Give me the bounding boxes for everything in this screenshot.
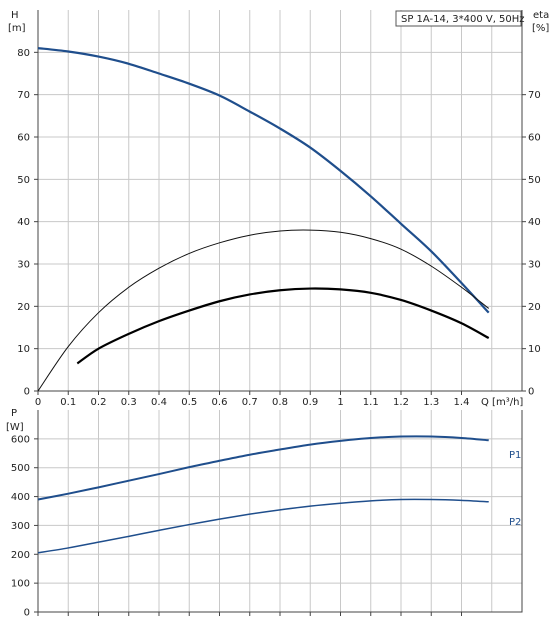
xtick-label: 0.4 xyxy=(151,397,167,408)
top-y2tick-label: 50 xyxy=(528,175,541,186)
top-y2label: eta xyxy=(533,10,549,21)
title-box: SP 1A-14, 3*400 V, 50Hz xyxy=(395,10,525,27)
grid-lines xyxy=(38,10,522,612)
xtick-label: 0.1 xyxy=(60,397,76,408)
top-ytick-label: 20 xyxy=(17,302,30,313)
top-ytick-label: 50 xyxy=(17,175,30,186)
series-head xyxy=(37,47,490,314)
series-lines xyxy=(37,47,490,554)
top-y2tick-label: 40 xyxy=(528,217,541,228)
xtick-label: 0 xyxy=(35,397,41,408)
top-y2tick-label: 0 xyxy=(528,387,534,398)
bottom-ytick-label: 0 xyxy=(24,608,30,619)
top-ytick-label: 10 xyxy=(17,344,30,355)
xtick-label: 1 xyxy=(337,397,343,408)
xtick-label: 0.2 xyxy=(91,397,107,408)
top-ytick-label: 80 xyxy=(17,48,30,59)
bottom-ytick-label: 200 xyxy=(11,550,30,561)
legend-p2: P2 xyxy=(509,517,521,528)
bottom-ytick-label: 500 xyxy=(11,463,30,474)
x-axis-label: Q [m³/h] xyxy=(481,397,523,408)
title-box-frame xyxy=(395,10,522,27)
xtick-label: 1.1 xyxy=(363,397,379,408)
top-y2unit: [%] xyxy=(532,23,549,34)
top-y2tick-label: 10 xyxy=(528,344,541,355)
top-ytick-label: 40 xyxy=(17,217,30,228)
xtick-label: 0.9 xyxy=(302,397,318,408)
top-y2tick-label: 20 xyxy=(528,302,541,313)
series-eta-total xyxy=(76,287,490,365)
legend-p1: P1 xyxy=(509,450,521,461)
series-p2 xyxy=(37,498,489,554)
top-ylabel: H xyxy=(11,10,19,21)
xtick-label: 0.7 xyxy=(242,397,258,408)
top-y2tick-label: 30 xyxy=(528,260,541,271)
xtick-label: 1.2 xyxy=(393,397,409,408)
series-eta-pump xyxy=(37,229,490,392)
axes xyxy=(34,10,526,616)
series-p1 xyxy=(37,435,489,501)
top-ytick-label: 0 xyxy=(24,387,30,398)
xtick-label: 1.4 xyxy=(454,397,470,408)
bottom-ylabel: P xyxy=(11,408,17,419)
bottom-ytick-label: 300 xyxy=(11,521,30,532)
top-y2tick-label: 70 xyxy=(528,90,541,101)
top-y2tick-label: 60 xyxy=(528,133,541,144)
xtick-label: 0.5 xyxy=(181,397,197,408)
top-ytick-label: 30 xyxy=(17,260,30,271)
bottom-ytick-label: 600 xyxy=(11,434,30,445)
bottom-yunit: [W] xyxy=(6,422,24,433)
xtick-label: 0.8 xyxy=(272,397,288,408)
xtick-label: 0.3 xyxy=(121,397,137,408)
chart-title: SP 1A-14, 3*400 V, 50Hz xyxy=(401,14,525,25)
top-ytick-label: 60 xyxy=(17,133,30,144)
top-ytick-label: 70 xyxy=(17,90,30,101)
bottom-ytick-label: 400 xyxy=(11,492,30,503)
top-yunit: [m] xyxy=(8,23,26,34)
xtick-label: 0.6 xyxy=(212,397,228,408)
xtick-label: 1.3 xyxy=(423,397,439,408)
bottom-ytick-label: 100 xyxy=(11,579,30,590)
